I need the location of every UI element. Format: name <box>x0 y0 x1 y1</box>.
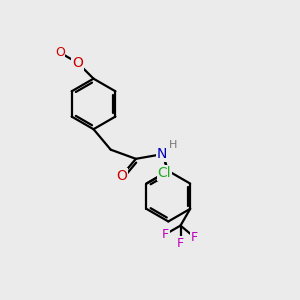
Text: O: O <box>72 56 83 70</box>
Text: F: F <box>177 237 184 250</box>
Text: O: O <box>55 46 65 59</box>
Text: F: F <box>190 230 198 244</box>
Text: Cl: Cl <box>158 166 171 180</box>
Text: F: F <box>161 228 169 241</box>
Text: O: O <box>116 169 127 183</box>
Text: N: N <box>157 147 167 161</box>
Text: H: H <box>168 140 177 150</box>
